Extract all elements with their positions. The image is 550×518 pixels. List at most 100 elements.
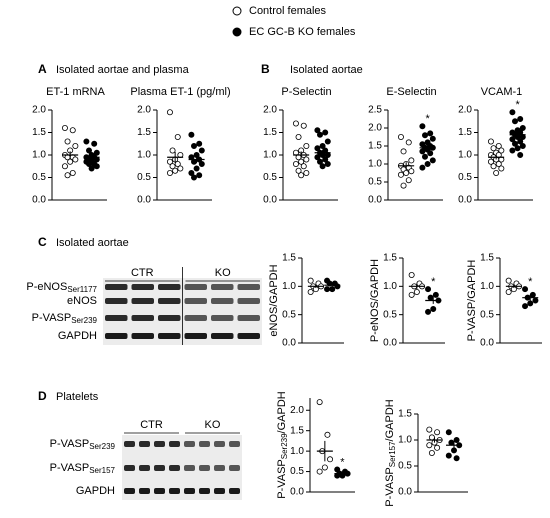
data-point xyxy=(316,399,323,406)
blot-row-label-subscript: Ser239 xyxy=(89,442,115,451)
data-point xyxy=(72,156,79,163)
data-point xyxy=(334,283,341,290)
blot-band xyxy=(139,441,150,447)
data-point xyxy=(88,165,95,172)
blot-row-label: P-VASPSer157 xyxy=(50,462,116,475)
data-point xyxy=(321,464,328,471)
y-tick-label: 0.5 xyxy=(480,309,494,320)
y-tick-label: 0.5 xyxy=(137,172,151,183)
data-point xyxy=(198,147,205,154)
data-point xyxy=(425,308,432,315)
data-point xyxy=(453,455,460,462)
y-tick-label: 0.5 xyxy=(458,172,472,183)
blot-band xyxy=(214,465,225,471)
data-point xyxy=(517,151,524,158)
data-point xyxy=(93,149,100,156)
data-point xyxy=(324,138,331,145)
data-point xyxy=(397,171,404,178)
y-axis-label: eNOS/GAPDH xyxy=(268,264,280,336)
blot-band xyxy=(124,488,135,494)
y-tick-label: 1.0 xyxy=(282,281,296,292)
y-tick-label: 1.5 xyxy=(32,127,46,138)
data-point xyxy=(426,442,433,449)
y-tick-label: 1.0 xyxy=(458,150,472,161)
data-point xyxy=(434,429,441,436)
data-point xyxy=(429,135,436,142)
data-point xyxy=(303,142,310,149)
blot-band xyxy=(229,465,240,471)
data-point xyxy=(292,120,299,127)
chart-title: E-Selectin xyxy=(386,86,436,98)
y-tick-label: 1.0 xyxy=(32,150,46,161)
data-point xyxy=(427,130,434,137)
blot-band xyxy=(214,488,225,494)
blot-row-label: eNOS xyxy=(67,295,97,307)
y-tick-label: 2.0 xyxy=(290,405,304,416)
data-point xyxy=(490,145,497,152)
data-point xyxy=(91,140,98,147)
panel-title: Isolated aortae xyxy=(56,237,129,249)
y-tick-label: 1.5 xyxy=(137,127,151,138)
data-point xyxy=(522,286,529,293)
blot-band xyxy=(158,315,181,321)
y-tick-label: 1.5 xyxy=(383,253,397,264)
chart-title: VCAM-1 xyxy=(481,86,523,98)
blot-band xyxy=(184,315,207,321)
data-point xyxy=(487,158,494,165)
blot-band xyxy=(124,441,135,447)
y-tick-label: 0.0 xyxy=(263,195,277,206)
y-tick-label: 0.5 xyxy=(263,172,277,183)
data-point xyxy=(319,163,326,170)
data-point xyxy=(67,158,74,165)
data-point xyxy=(419,148,426,155)
data-point xyxy=(512,118,519,125)
data-point xyxy=(314,127,321,134)
y-tick-label: 0.0 xyxy=(383,338,397,349)
blot-row-label-subscript: Ser1177 xyxy=(67,285,97,294)
data-point xyxy=(427,150,434,157)
y-tick-label: 2.5 xyxy=(368,105,382,116)
data-point xyxy=(434,444,441,451)
data-point xyxy=(61,163,68,170)
data-point xyxy=(298,158,305,165)
data-point xyxy=(69,169,76,176)
blot-band xyxy=(214,441,225,447)
blot-band xyxy=(158,333,181,339)
data-point xyxy=(300,122,307,129)
blot-row-label: P-VASPSer239 xyxy=(32,312,98,325)
panel-letter: A xyxy=(38,62,47,76)
data-point xyxy=(426,426,433,433)
data-point xyxy=(93,163,100,170)
data-point xyxy=(527,300,534,307)
data-point xyxy=(519,125,526,132)
data-point xyxy=(64,172,71,179)
data-point xyxy=(509,109,516,116)
panel-letter: D xyxy=(38,389,47,403)
blot-band xyxy=(184,488,195,494)
data-point xyxy=(408,291,415,298)
data-point xyxy=(64,138,71,145)
y-tick-label: 0.0 xyxy=(368,195,382,206)
y-tick-label: 0.5 xyxy=(398,461,412,472)
data-point xyxy=(324,286,331,293)
blot-band xyxy=(184,284,207,290)
data-point xyxy=(505,288,512,295)
y-tick-label: 1.0 xyxy=(480,281,494,292)
panel-title: Platelets xyxy=(56,391,99,403)
data-point xyxy=(421,153,428,160)
blot-band xyxy=(131,284,154,290)
data-point xyxy=(419,164,426,171)
data-point xyxy=(324,431,331,438)
data-point xyxy=(487,138,494,145)
blot-band xyxy=(105,333,128,339)
blot-band xyxy=(211,315,234,321)
y-axis-label-subscript: Ser239 xyxy=(280,433,289,459)
blot-band xyxy=(124,465,135,471)
y-tick-label: 1.0 xyxy=(368,159,382,170)
y-tick-label: 0.0 xyxy=(290,487,304,498)
data-point xyxy=(495,160,502,167)
data-point xyxy=(172,167,179,174)
data-point xyxy=(69,127,76,134)
blot-band xyxy=(199,441,210,447)
data-point xyxy=(174,133,181,140)
